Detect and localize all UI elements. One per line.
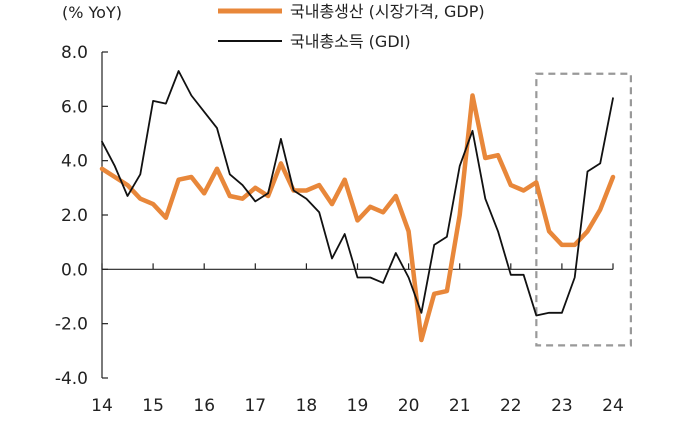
x-tick-label: 17 bbox=[244, 396, 266, 416]
x-tick-label: 16 bbox=[193, 396, 215, 416]
x-tick-label: 19 bbox=[347, 396, 369, 416]
x-tick-label: 15 bbox=[142, 396, 164, 416]
y-tick-label: 0.0 bbox=[61, 260, 88, 280]
unit-label: (% YoY) bbox=[62, 3, 122, 22]
highlight-rect bbox=[535, 72, 632, 347]
y-tick-label: 4.0 bbox=[61, 152, 88, 172]
x-tick-label: 24 bbox=[602, 396, 624, 416]
y-tick-labels: 8.0 6.0 4.0 2.0 0.0 -2.0 -4.0 bbox=[55, 43, 88, 389]
x-tick-label: 23 bbox=[551, 396, 573, 416]
x-tick-label: 14 bbox=[91, 396, 113, 416]
x-tick-label: 20 bbox=[398, 396, 420, 416]
x-tick-label: 22 bbox=[500, 396, 522, 416]
series-layer bbox=[99, 70, 616, 343]
axes bbox=[101, 51, 614, 379]
y-tick-label: 8.0 bbox=[61, 43, 88, 63]
series-line-gdi bbox=[101, 70, 614, 317]
series-line-gdp bbox=[99, 93, 616, 343]
y-tick-label: -4.0 bbox=[55, 369, 88, 389]
x-tick-labels: 14 15 16 17 18 19 20 21 22 23 24 bbox=[91, 396, 624, 416]
y-tick-label: 6.0 bbox=[61, 97, 88, 117]
x-tick-label: 18 bbox=[296, 396, 318, 416]
highlight-box bbox=[535, 72, 632, 347]
y-tick-label: -2.0 bbox=[55, 315, 88, 335]
legend-label-gdi: 국내총소득 (GDI) bbox=[290, 32, 411, 51]
x-tick-label: 21 bbox=[449, 396, 471, 416]
y-tick-label: 2.0 bbox=[61, 206, 88, 226]
legend-label-gdp: 국내총생산 (시장가격, GDP) bbox=[290, 2, 485, 21]
legend: 국내총생산 (시장가격, GDP) 국내총소득 (GDI) bbox=[218, 2, 485, 51]
